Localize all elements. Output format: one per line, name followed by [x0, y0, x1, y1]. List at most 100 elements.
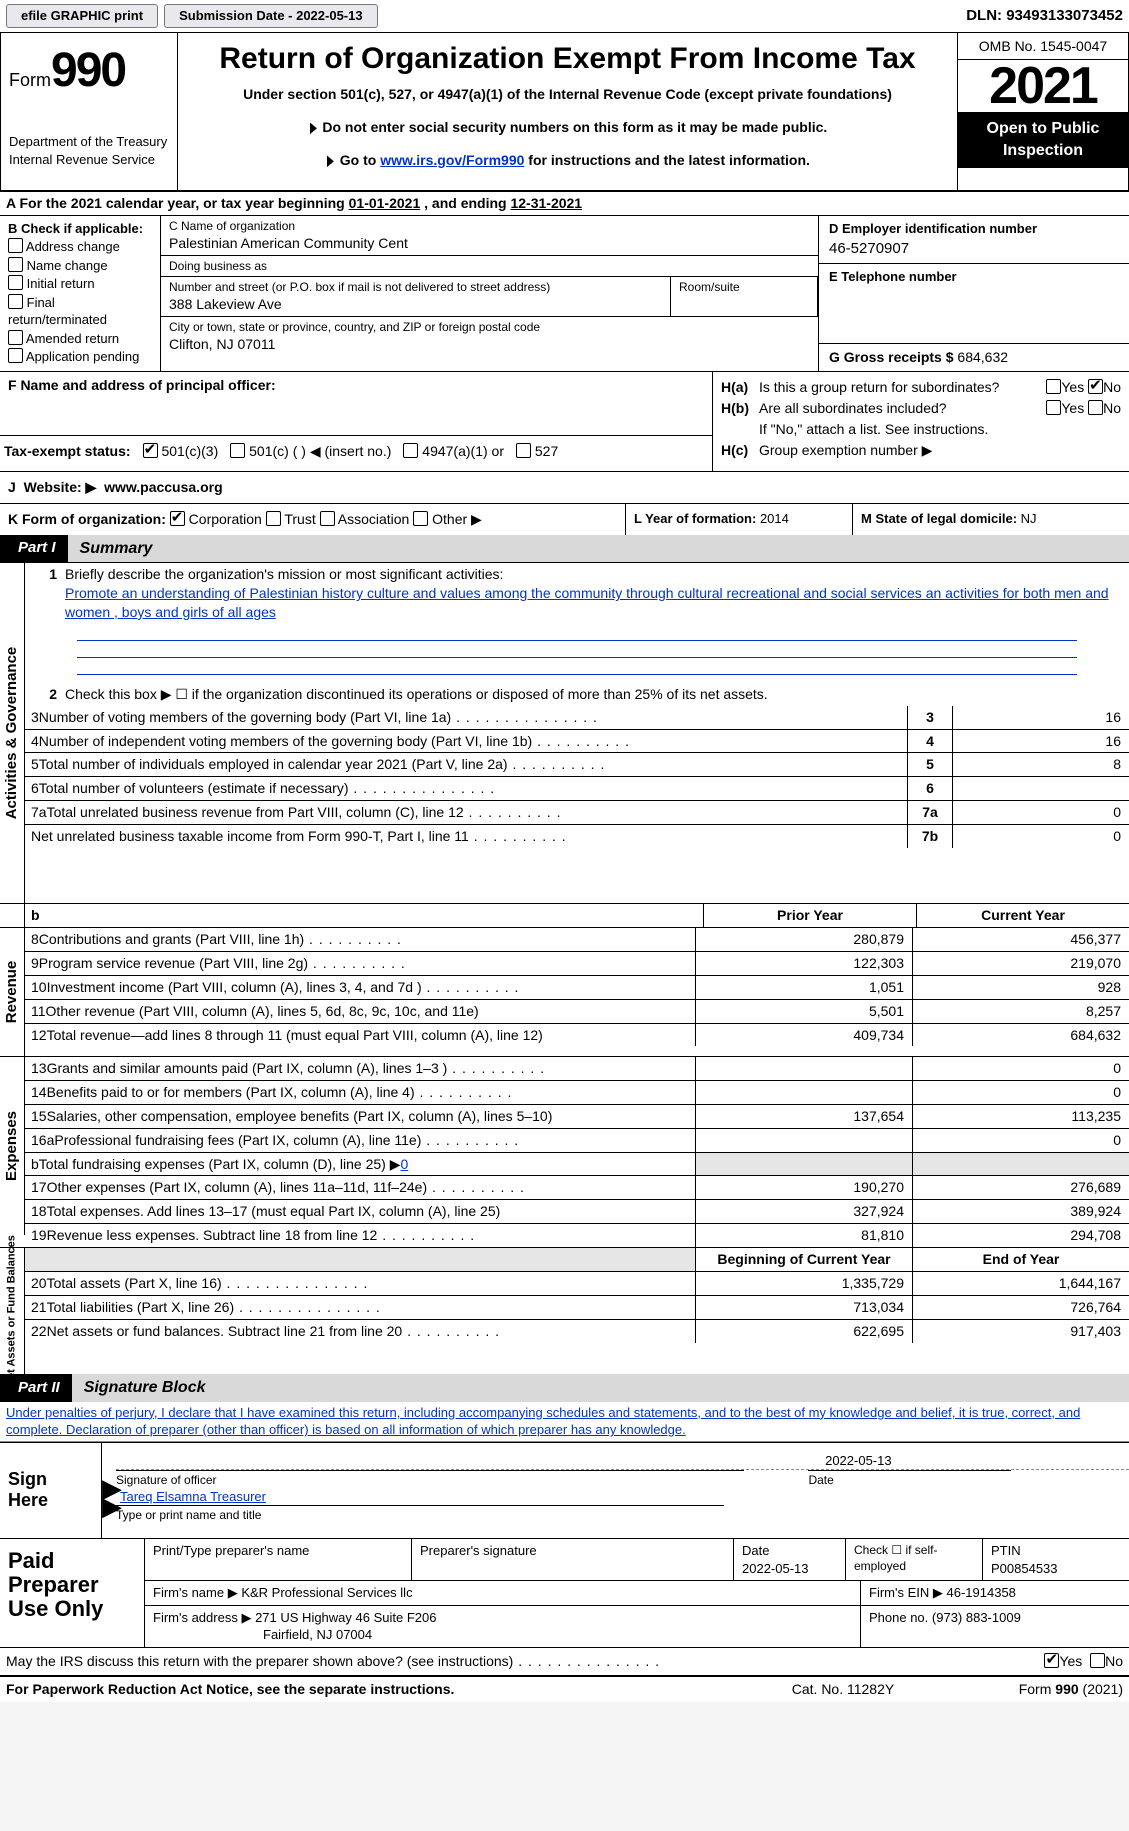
r15c: 113,235 — [912, 1105, 1129, 1128]
subtitle-2: ▶ Do not enter social security numbers o… — [186, 118, 949, 137]
r21c: 726,764 — [912, 1296, 1129, 1319]
r13c: 0 — [912, 1057, 1129, 1080]
cb-501c3[interactable] — [143, 443, 158, 458]
cb-amended[interactable]: Amended return — [26, 331, 119, 346]
website[interactable]: www.paccusa.org — [104, 479, 223, 495]
tab-netassets: Net Assets or Fund Balances — [5, 1235, 20, 1387]
r10p: 1,051 — [695, 976, 912, 999]
r18c: 389,924 — [912, 1200, 1129, 1223]
hdr-current: Current Year — [916, 904, 1129, 927]
r12c: 684,632 — [912, 1024, 1129, 1047]
ha-no[interactable] — [1088, 379, 1103, 394]
ein: 46-5270907 — [829, 237, 1119, 259]
hb-no[interactable] — [1088, 400, 1103, 415]
r16a: Professional fundraising fees (Part IX, … — [54, 1132, 519, 1148]
efile-btn[interactable]: efile GRAPHIC print — [6, 4, 158, 28]
hb-yes[interactable] — [1046, 400, 1061, 415]
firm-ein: 46-1914358 — [947, 1585, 1016, 1600]
cb-final-return[interactable]: Final return/terminated — [8, 295, 107, 328]
room-lbl: Room/suite — [679, 279, 809, 295]
f-lbl: F Name and address of principal officer: — [8, 376, 704, 395]
street: 388 Lakeview Ave — [169, 295, 662, 314]
v4: 16 — [952, 730, 1129, 753]
cb-other[interactable] — [413, 511, 428, 526]
irs-discuss: May the IRS discuss this return with the… — [6, 1652, 660, 1671]
r12: Total revenue—add lines 8 through 11 (mu… — [47, 1027, 543, 1043]
v3: 16 — [952, 706, 1129, 729]
r14: Benefits paid to or for members (Part IX… — [47, 1084, 513, 1100]
r8: Contributions and grants (Part VIII, lin… — [39, 931, 402, 947]
cb-trust[interactable] — [266, 511, 281, 526]
declaration: Under penalties of perjury, I declare th… — [0, 1402, 1129, 1442]
year-box: OMB No. 1545-0047 2021 Open to Public In… — [957, 33, 1128, 190]
mission-text: Promote an understanding of Palestinian … — [65, 584, 1123, 622]
cb-501c[interactable] — [230, 443, 245, 458]
gross-receipts: G Gross receipts $ 684,632 — [819, 344, 1129, 371]
r22c: 917,403 — [912, 1320, 1129, 1343]
q7b: Net unrelated business taxable income fr… — [31, 828, 567, 844]
cb-527[interactable] — [516, 443, 531, 458]
r17c: 276,689 — [912, 1176, 1129, 1199]
part1-header: Part I Summary — [0, 535, 1129, 563]
r17: Other expenses (Part IX, column (A), lin… — [47, 1179, 525, 1195]
subtitle-3: ▶ Go to www.irs.gov/Form990 for instruct… — [186, 151, 949, 170]
r22: Net assets or fund balances. Subtract li… — [47, 1323, 500, 1339]
firm-addr2: Fairfield, NJ 07004 — [263, 1627, 372, 1642]
r14p — [695, 1081, 912, 1104]
r18p: 327,924 — [695, 1200, 912, 1223]
topbar: efile GRAPHIC print Submission Date - 20… — [0, 0, 1129, 33]
cb-app-pending[interactable]: Application pending — [26, 349, 139, 364]
irs: Internal Revenue Service — [9, 151, 169, 165]
cb-4947[interactable] — [403, 443, 418, 458]
firm-phone: (973) 883-1009 — [932, 1610, 1021, 1625]
self-emp[interactable]: Check ☐ if self-employed — [846, 1539, 983, 1580]
tax-year: 2021 — [958, 60, 1128, 112]
hb2: If "No," attach a list. See instructions… — [759, 420, 988, 439]
pt-name-lbl: Print/Type preparer's name — [153, 1543, 309, 1558]
r12p: 409,734 — [695, 1024, 912, 1047]
tab-activities: Activities & Governance — [2, 647, 22, 820]
r16bval: 0 — [401, 1156, 409, 1172]
k-lbl: K Form of organization: — [8, 511, 166, 527]
submission-btn[interactable]: Submission Date - 2022-05-13 — [164, 4, 378, 28]
cb-assoc[interactable] — [320, 511, 335, 526]
ha-yes[interactable] — [1046, 379, 1061, 394]
hb-lbl: Are all subordinates included? — [759, 399, 947, 418]
q6: Total number of volunteers (estimate if … — [39, 780, 495, 796]
r15: Salaries, other compensation, employee b… — [47, 1108, 553, 1124]
addr-lbl: Number and street (or P.O. box if mail i… — [169, 279, 662, 295]
r17p: 190,270 — [695, 1176, 912, 1199]
firm-name: K&R Professional Services llc — [241, 1585, 412, 1600]
r11: Other revenue (Part VIII, column (A), li… — [46, 1003, 479, 1019]
officer-name: Tareq Elsamna Treasurer — [116, 1488, 1129, 1506]
r19c: 294,708 — [912, 1224, 1129, 1247]
disc-yes[interactable] — [1044, 1653, 1059, 1668]
r21p: 713,034 — [695, 1296, 912, 1319]
v7b: 0 — [952, 825, 1129, 848]
c-name-lbl: C Name of organization — [169, 218, 810, 234]
cb-address-change[interactable]: Address change — [26, 239, 120, 254]
r20p: 1,335,729 — [695, 1272, 912, 1295]
q3: Number of voting members of the governin… — [39, 709, 598, 725]
dba-lbl: Doing business as — [169, 258, 810, 274]
tab-revenue: Revenue — [2, 961, 22, 1024]
city: Clifton, NJ 07011 — [169, 335, 810, 354]
irs-link[interactable]: www.irs.gov/Form990 — [380, 152, 524, 168]
cb-corp[interactable] — [170, 511, 185, 526]
r8c: 456,377 — [912, 928, 1129, 951]
disc-no[interactable] — [1090, 1653, 1105, 1668]
q4: Number of independent voting members of … — [39, 733, 630, 749]
r15p: 137,654 — [695, 1105, 912, 1128]
sig-date: 2022-05-13 — [825, 1452, 925, 1470]
cb-name-change[interactable]: Name change — [27, 258, 108, 273]
i-lbl: Tax-exempt status: — [4, 442, 131, 461]
q5: Total number of individuals employed in … — [39, 756, 606, 772]
hdr-prior: Prior Year — [703, 904, 916, 927]
r16ap — [695, 1129, 912, 1152]
cb-initial-return[interactable]: Initial return — [27, 276, 95, 291]
j-lbl: Website: ▶ — [24, 479, 97, 495]
q7a: Total unrelated business revenue from Pa… — [47, 804, 562, 820]
sign-here: SignHere — [0, 1443, 101, 1538]
v6 — [952, 777, 1129, 800]
section-b: B Check if applicable: Address change Na… — [0, 216, 161, 371]
